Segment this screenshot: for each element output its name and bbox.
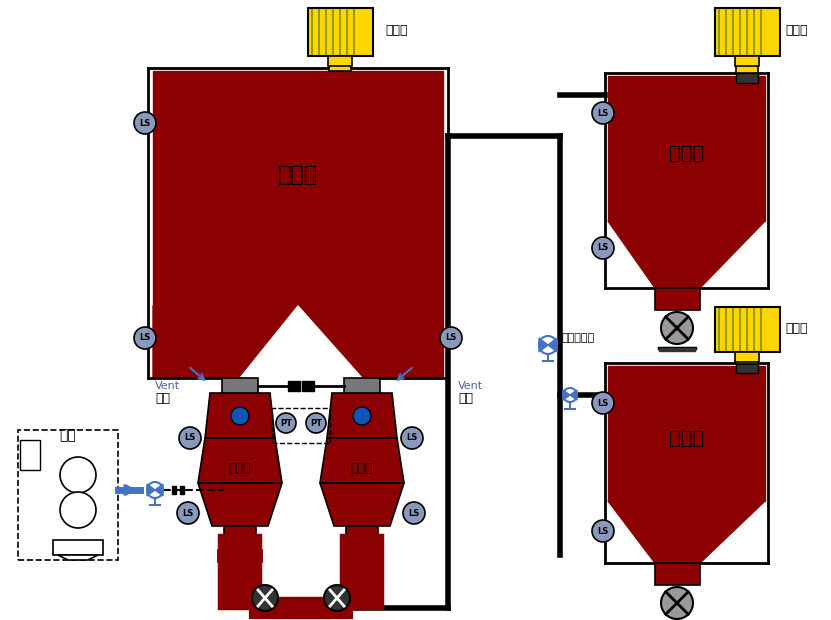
Polygon shape <box>570 390 577 400</box>
Bar <box>715 8 780 56</box>
Text: LS: LS <box>445 334 456 342</box>
Circle shape <box>592 392 614 414</box>
Bar <box>736 56 758 73</box>
Text: PT: PT <box>280 418 292 428</box>
Circle shape <box>592 520 614 542</box>
Text: 接收倉: 接收倉 <box>670 143 705 162</box>
Bar <box>659 348 695 351</box>
Bar <box>308 8 373 56</box>
Text: Vent: Vent <box>155 381 180 391</box>
Circle shape <box>539 336 557 354</box>
Circle shape <box>324 585 350 611</box>
Circle shape <box>134 327 156 349</box>
Text: 接收倉: 接收倉 <box>670 428 705 448</box>
Circle shape <box>563 388 577 402</box>
Bar <box>736 352 758 364</box>
Circle shape <box>276 413 296 433</box>
Polygon shape <box>155 484 163 496</box>
Circle shape <box>231 407 249 425</box>
Bar <box>715 307 780 352</box>
Text: 排氣: 排氣 <box>458 391 473 404</box>
Circle shape <box>592 102 614 124</box>
Circle shape <box>252 585 278 611</box>
Circle shape <box>661 312 693 344</box>
Circle shape <box>592 237 614 259</box>
Bar <box>344 378 380 393</box>
Bar <box>346 526 378 556</box>
Text: 除塵器: 除塵器 <box>385 24 407 37</box>
Polygon shape <box>147 484 155 496</box>
Circle shape <box>134 112 156 134</box>
Bar <box>222 378 258 393</box>
Text: 排氣: 排氣 <box>155 391 170 404</box>
Bar <box>172 486 176 494</box>
Bar <box>655 288 700 310</box>
Polygon shape <box>608 501 765 563</box>
Circle shape <box>60 457 96 493</box>
Text: LS: LS <box>597 244 608 252</box>
Bar <box>608 76 765 221</box>
Polygon shape <box>198 483 282 526</box>
Bar <box>153 71 443 306</box>
Text: 儲料倉: 儲料倉 <box>278 165 318 185</box>
Bar <box>288 381 300 391</box>
Polygon shape <box>320 483 404 526</box>
Text: LS: LS <box>140 334 150 342</box>
Circle shape <box>440 327 462 349</box>
Text: LS: LS <box>597 108 608 118</box>
Bar <box>608 366 765 501</box>
Text: 除塵器: 除塵器 <box>785 322 808 335</box>
Text: LS: LS <box>406 433 418 443</box>
Circle shape <box>177 502 199 524</box>
Polygon shape <box>539 338 548 352</box>
Bar <box>224 526 256 556</box>
Polygon shape <box>198 438 282 483</box>
Bar <box>328 56 352 66</box>
Circle shape <box>353 407 371 425</box>
Text: LS: LS <box>184 433 195 443</box>
Bar <box>735 352 759 362</box>
Bar <box>180 486 184 494</box>
Text: 管路切換閥: 管路切換閥 <box>562 333 595 343</box>
Text: 除塵器: 除塵器 <box>785 24 808 37</box>
Text: 輸送泵: 輸送泵 <box>351 461 373 474</box>
Circle shape <box>60 492 96 528</box>
Polygon shape <box>563 390 570 400</box>
Text: LS: LS <box>140 118 150 128</box>
Bar <box>655 563 700 585</box>
Bar <box>736 363 758 373</box>
Bar <box>18 430 118 560</box>
Polygon shape <box>320 438 404 483</box>
Bar <box>302 381 314 391</box>
Bar <box>329 56 351 71</box>
Polygon shape <box>153 306 298 378</box>
Bar <box>20 440 40 470</box>
Circle shape <box>401 427 423 449</box>
Circle shape <box>179 427 201 449</box>
Text: 輸送泵: 輸送泵 <box>229 461 251 474</box>
Circle shape <box>306 413 326 433</box>
Bar <box>736 73 758 83</box>
Polygon shape <box>608 221 765 288</box>
Polygon shape <box>53 540 103 555</box>
Circle shape <box>147 482 163 498</box>
Text: PT: PT <box>310 418 322 428</box>
Polygon shape <box>298 306 443 378</box>
Circle shape <box>403 502 425 524</box>
Text: 氣源: 氣源 <box>60 428 76 442</box>
Polygon shape <box>205 393 275 438</box>
Text: Vent: Vent <box>458 381 483 391</box>
Bar <box>272 408 330 443</box>
Polygon shape <box>548 338 557 352</box>
Polygon shape <box>240 306 362 378</box>
Polygon shape <box>327 393 397 438</box>
Polygon shape <box>58 555 98 560</box>
Text: LS: LS <box>408 508 420 518</box>
Text: LS: LS <box>597 399 608 407</box>
Text: LS: LS <box>597 526 608 536</box>
Circle shape <box>661 587 693 619</box>
Text: LS: LS <box>182 508 194 518</box>
Bar <box>735 56 759 66</box>
